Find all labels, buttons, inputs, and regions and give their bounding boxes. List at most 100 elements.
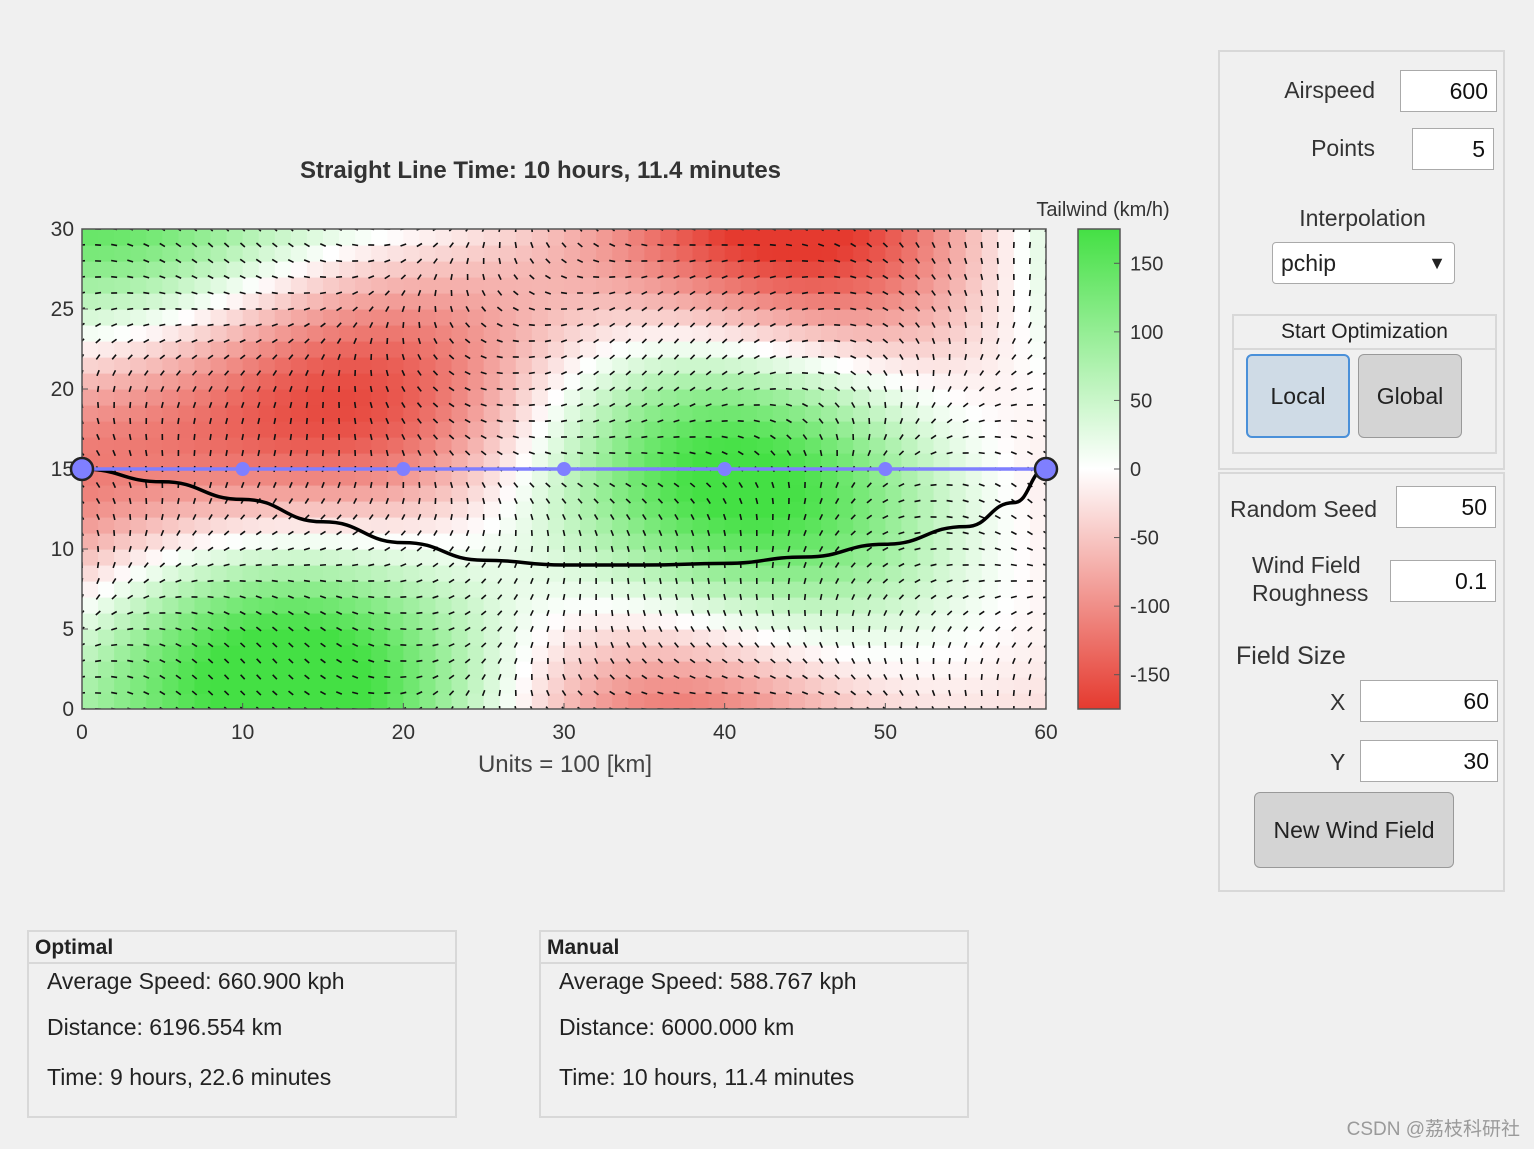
- heat-cell: [194, 581, 212, 598]
- wind-arrow: [145, 481, 148, 489]
- wind-arrow: [882, 514, 889, 520]
- heat-cell: [419, 405, 437, 422]
- heat-cell: [917, 485, 935, 502]
- wind-arrow: [159, 258, 166, 264]
- heat-cell: [837, 629, 854, 646]
- heat-cell: [708, 565, 726, 582]
- wind-arrow: [689, 306, 696, 312]
- heat-cell: [805, 677, 822, 694]
- heat-cell: [194, 229, 212, 246]
- heat-cell: [965, 325, 983, 342]
- local-button[interactable]: Local: [1246, 354, 1350, 438]
- heat-cell: [596, 533, 613, 550]
- wind-arrow: [946, 418, 953, 424]
- heat-cell: [580, 613, 597, 630]
- wind-arrow: [850, 323, 857, 327]
- heat-cell: [724, 485, 742, 502]
- wind-arrow: [835, 417, 840, 425]
- heat-cell: [901, 581, 919, 598]
- heat-cell: [130, 517, 147, 534]
- heat-cell: [387, 629, 404, 646]
- wind-arrow: [641, 498, 648, 504]
- wind-arrow: [160, 401, 164, 409]
- wind-arrow: [610, 641, 615, 649]
- wind-arrow: [609, 291, 616, 295]
- heat-cell: [708, 517, 726, 534]
- heat-cell: [981, 373, 999, 390]
- heat-cell: [226, 357, 244, 374]
- wind-arrow: [978, 483, 985, 487]
- wind-arrow: [513, 497, 518, 505]
- wind-arrow: [305, 385, 309, 393]
- wind-arrow: [787, 625, 791, 633]
- waypoint-marker: [396, 462, 411, 476]
- wind-arrow: [817, 371, 825, 375]
- heat-cell: [772, 517, 790, 534]
- heat-cell: [323, 597, 340, 614]
- heat-cell: [869, 597, 886, 614]
- wind-arrow: [368, 643, 375, 647]
- wind-arrow: [480, 610, 487, 616]
- wind-arrow: [255, 354, 262, 360]
- flight-paths[interactable]: [69, 456, 1059, 567]
- heat-cell: [82, 341, 99, 358]
- wind-arrow: [964, 689, 967, 697]
- wind-arrow: [546, 673, 550, 681]
- wind-arrow: [464, 403, 471, 407]
- wind-arrow: [209, 481, 213, 489]
- wind-arrow: [625, 402, 632, 408]
- wind-arrow: [801, 691, 809, 695]
- wind-arrow: [721, 306, 728, 312]
- wind-arrow: [159, 658, 166, 664]
- heat-cell: [290, 293, 308, 310]
- heat-cell: [660, 645, 678, 662]
- wind-arrow: [352, 595, 359, 599]
- new-wind-field-button[interactable]: New Wind Field: [1254, 792, 1454, 868]
- random-seed-input[interactable]: [1396, 486, 1496, 528]
- airspeed-input[interactable]: [1400, 70, 1497, 112]
- field-size-x-input[interactable]: [1360, 680, 1498, 722]
- heat-cell: [323, 485, 340, 502]
- wind-arrow: [513, 594, 519, 600]
- global-button[interactable]: Global: [1358, 354, 1462, 438]
- y-tick-label: 5: [62, 618, 74, 641]
- heat-cell: [917, 421, 935, 438]
- heat-cell: [114, 661, 131, 678]
- wind-arrow: [722, 513, 727, 521]
- heat-cell: [1013, 469, 1031, 486]
- heat-cell: [740, 357, 758, 374]
- wind-arrow: [111, 307, 118, 311]
- field-size-y-input[interactable]: [1360, 740, 1498, 782]
- heat-cell: [644, 293, 661, 310]
- heat-cell: [467, 389, 485, 406]
- wind-arrow: [175, 579, 182, 583]
- points-input[interactable]: [1412, 128, 1494, 170]
- roughness-input[interactable]: [1390, 560, 1496, 602]
- heat-cell: [194, 677, 212, 694]
- heat-cell: [740, 501, 758, 518]
- heat-cell: [515, 485, 533, 502]
- wind-arrow: [272, 674, 278, 680]
- heat-cell: [162, 661, 179, 678]
- interpolation-select[interactable]: pchip ▼: [1272, 242, 1455, 284]
- wind-arrow: [819, 513, 824, 521]
- wind-arrow: [352, 275, 359, 279]
- heat-cell: [274, 661, 292, 678]
- heat-cell: [981, 421, 999, 438]
- heat-cell: [162, 581, 179, 598]
- heat-cell: [805, 341, 822, 358]
- heat-cell: [499, 325, 517, 342]
- heat-cell: [676, 373, 694, 390]
- wind-arrow: [721, 354, 728, 360]
- heat-cell: [146, 677, 163, 694]
- heat-cell: [387, 229, 404, 246]
- heat-cell: [805, 421, 822, 438]
- heat-cell: [933, 613, 951, 630]
- wind-arrow: [963, 386, 969, 392]
- heat-cell: [467, 453, 485, 470]
- heat-cell: [1029, 389, 1046, 406]
- heat-cell: [580, 389, 597, 406]
- wind-arrow: [384, 530, 390, 536]
- heat-cell: [596, 469, 613, 486]
